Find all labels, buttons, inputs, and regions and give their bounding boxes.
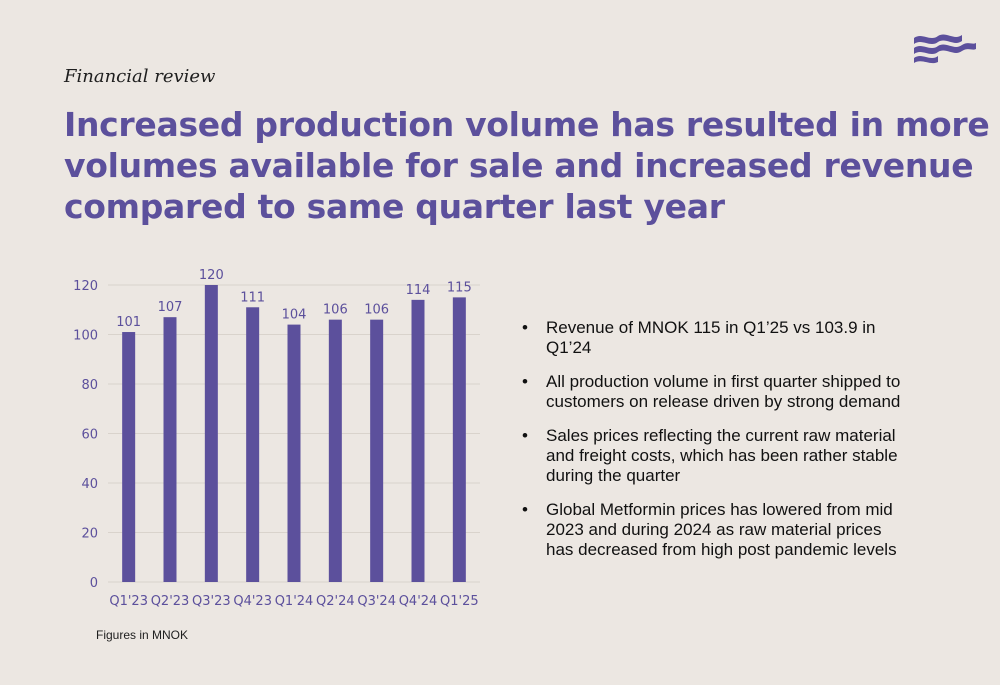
bar — [122, 332, 136, 582]
bullet-list: Revenue of MNOK 115 in Q1’25 vs 103.9 in… — [518, 318, 903, 574]
bullet-item: Global Metformin prices has lowered from… — [518, 500, 903, 560]
bar — [163, 317, 177, 582]
page-title-line: compared to same quarter last year — [64, 187, 725, 226]
bar — [246, 307, 260, 582]
x-tick-label: Q3'23 — [192, 594, 231, 609]
data-label: 114 — [406, 283, 431, 298]
section-label: Financial review — [64, 66, 216, 87]
x-tick-label: Q2'23 — [151, 594, 190, 609]
x-tick-label: Q1'24 — [275, 594, 314, 609]
page-title-line: volumes available for sale and increased… — [64, 146, 974, 185]
x-tick-label: Q2'24 — [316, 594, 355, 609]
bullet-item: Sales prices reflecting the current raw … — [518, 426, 903, 486]
bullet-item: Revenue of MNOK 115 in Q1’25 vs 103.9 in… — [518, 318, 903, 358]
y-tick-label: 40 — [81, 477, 98, 492]
bar — [204, 285, 218, 582]
company-logo-icon — [914, 34, 976, 64]
y-tick-label: 0 — [90, 576, 98, 591]
data-label: 104 — [282, 308, 307, 323]
x-tick-label: Q4'23 — [233, 594, 272, 609]
data-label: 107 — [158, 300, 183, 315]
revenue-bar-chart: 0 20 40 60 80 100 120 101 Q1'23 107 Q2'23 120 Q3'23 1… — [73, 268, 480, 609]
bullet-item: All production volume in first quarter s… — [518, 372, 903, 412]
data-label: 106 — [323, 303, 348, 318]
y-tick-label: 120 — [73, 279, 98, 294]
x-tick-label: Q1'23 — [109, 594, 148, 609]
y-tick-label: 100 — [73, 329, 98, 344]
data-label: 111 — [240, 290, 265, 305]
x-tick-label: Q4'24 — [399, 594, 438, 609]
bar — [287, 324, 301, 582]
x-tick-label: Q1'25 — [440, 594, 479, 609]
y-tick-label: 20 — [81, 527, 98, 542]
bar — [370, 319, 384, 582]
page-title: Increased production volume has resulted… — [64, 104, 990, 227]
bar — [452, 297, 466, 582]
x-tick-label: Q3'24 — [357, 594, 396, 609]
bar — [411, 299, 425, 582]
y-tick-label: 80 — [81, 378, 98, 393]
bar — [328, 319, 342, 582]
page-title-line: Increased production volume has resulted… — [64, 105, 990, 144]
data-label: 101 — [116, 315, 141, 330]
data-label: 106 — [364, 303, 389, 318]
data-label: 120 — [199, 268, 224, 283]
data-label: 115 — [447, 280, 472, 295]
chart-footnote: Figures in MNOK — [96, 628, 189, 642]
y-tick-label: 60 — [81, 428, 98, 443]
